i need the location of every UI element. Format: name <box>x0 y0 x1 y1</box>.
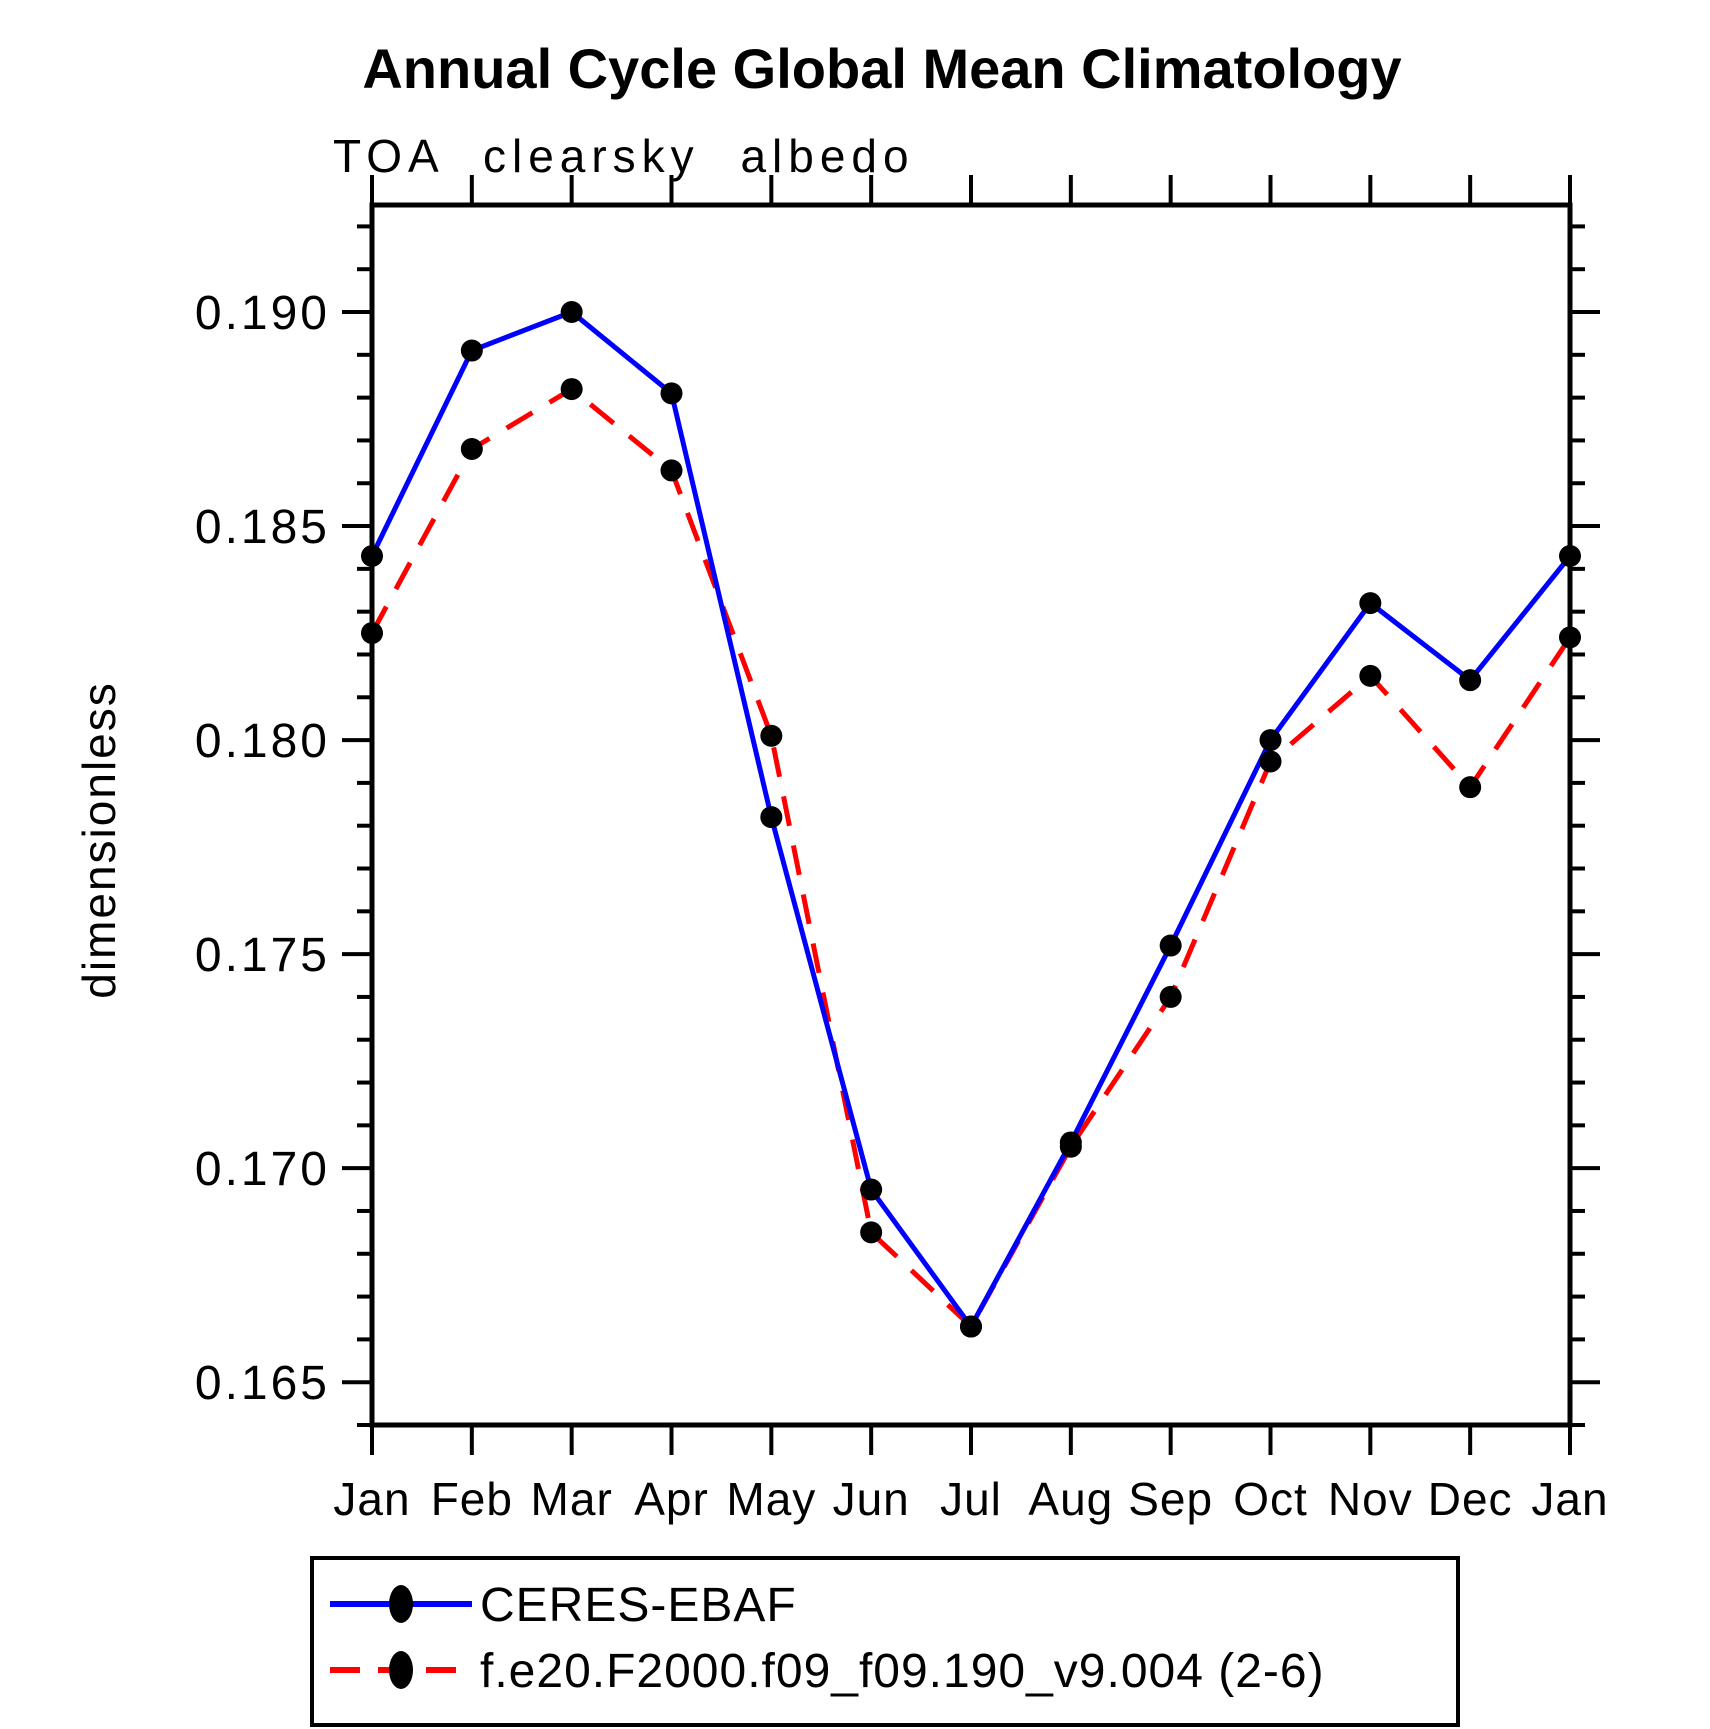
x-tick-label: Sep <box>1128 1473 1213 1525</box>
data-point-marker <box>760 724 783 747</box>
data-point-marker <box>560 378 583 401</box>
data-point-marker <box>361 545 383 568</box>
data-point-marker <box>760 806 783 829</box>
chart-title: Annual Cycle Global Mean Climatology <box>362 37 1401 100</box>
legend-marker-ceres-ebaf <box>389 1585 413 1623</box>
x-tick-label: Nov <box>1328 1473 1413 1525</box>
data-point-marker <box>1059 1135 1082 1158</box>
y-tick-label: 0.170 <box>195 1143 330 1196</box>
y-tick-label: 0.190 <box>195 287 330 340</box>
x-tick-label: Dec <box>1428 1473 1513 1525</box>
plot-frame <box>369 202 1573 1428</box>
data-point-marker <box>660 459 683 482</box>
y-tick-label: 0.175 <box>195 929 330 982</box>
data-point-marker <box>1359 592 1382 615</box>
data-point-marker <box>1459 776 1482 799</box>
x-tick-label: Aug <box>1028 1473 1113 1525</box>
data-point-marker <box>460 438 483 460</box>
legend-box <box>310 1556 1460 1727</box>
x-tick-label: Jan <box>1531 1473 1608 1525</box>
data-point-marker <box>1559 545 1581 568</box>
data-point-marker <box>1259 729 1282 752</box>
plot-series <box>361 301 1581 1338</box>
data-point-marker <box>460 339 483 362</box>
data-point-marker <box>860 1178 883 1201</box>
chart-subtitle: TOA clearsky albedo <box>333 130 915 182</box>
data-point-marker <box>560 301 583 324</box>
data-point-marker <box>1259 750 1282 773</box>
data-point-marker <box>1359 664 1382 687</box>
data-point-marker <box>1159 934 1182 957</box>
legend-marker-model-run <box>389 1651 413 1689</box>
series-line-CERES-EBAF <box>369 309 1572 1332</box>
x-tick-label: Apr <box>634 1473 709 1525</box>
y-axis-label: dimensionless <box>73 681 125 998</box>
data-point-marker <box>1559 626 1581 649</box>
data-point-marker <box>1459 669 1482 692</box>
series-line-f.e20.F2000.f09_f09.190_v9.004 (2-6) <box>369 386 1573 1331</box>
data-point-marker <box>361 622 383 645</box>
y-tick-label: 0.180 <box>195 715 330 768</box>
x-tick-label: Jan <box>333 1473 410 1525</box>
x-tick-label: Oct <box>1233 1473 1308 1525</box>
y-tick-label: 0.185 <box>195 501 330 554</box>
x-tick-label: Mar <box>531 1473 613 1525</box>
data-point-marker <box>1159 985 1182 1008</box>
x-tick-label: Jun <box>833 1473 910 1525</box>
x-tick-label: Jul <box>940 1473 1002 1525</box>
legend: CERES-EBAF f.e20.F2000.f09_f09.190_v9.00… <box>310 1556 1460 1727</box>
data-point-marker <box>860 1221 883 1244</box>
data-point-marker <box>660 382 683 405</box>
y-tick-label: 0.165 <box>195 1357 330 1410</box>
legend-label-ceres-ebaf: CERES-EBAF <box>480 1579 797 1632</box>
legend-label-model-run: f.e20.F2000.f09_f09.190_v9.004 (2-6) <box>480 1645 1325 1698</box>
x-tick-label: Feb <box>431 1473 513 1525</box>
data-point-marker <box>960 1315 982 1338</box>
plot-axes: 0.165 0.170 0.175 0.180 0.185 0.190 Jan Feb Mar A… <box>195 175 1608 1525</box>
x-tick-label: May <box>726 1473 816 1525</box>
